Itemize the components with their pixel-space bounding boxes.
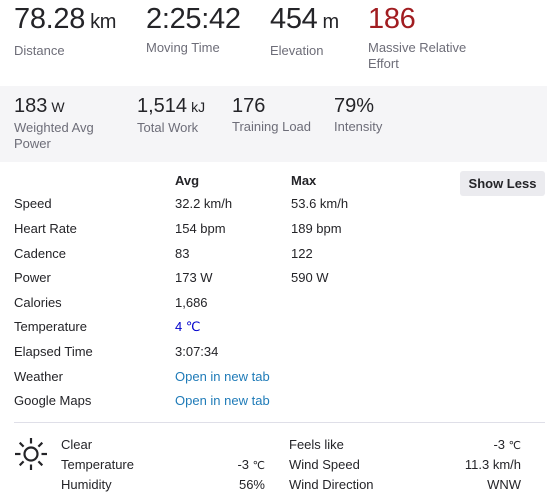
stat-training-load-value: 176 [232,95,266,117]
stat-moving-time-value: 2:25:42 [146,3,241,35]
weather-wind-direction-value: WNW [487,477,521,492]
stat-weighted-power-value: 183 [14,95,48,117]
weather-humidity-label: Humidity [61,477,112,492]
stat-relative-effort-value: 186 [368,3,416,35]
table-row-google-maps: Google Maps Open in new tab [0,392,547,416]
row-max-value: 53.6 km/h [291,196,349,211]
table-row-weather: Weather Open in new tab [0,368,547,392]
stat-elevation-value: 454 [270,3,318,35]
weather-condition: Clear [61,437,93,452]
row-label: Power [14,270,51,285]
stat-total-work: 1,514 kJ Total Work [137,94,205,136]
row-avg-value: 83 [175,246,190,261]
google-maps-open-link[interactable]: Open in new tab [175,393,270,408]
secondary-stats: 183 W Weighted Avg Power 1,514 kJ Total Wo… [0,86,547,162]
show-less-button[interactable]: Show Less [460,171,545,196]
weather-temperature-label: Temperature [61,457,134,472]
row-avg-value: 3:07:34 [175,344,219,359]
row-label: Temperature [14,319,87,334]
row-label: Cadence [14,246,67,261]
row-avg-value: 4 [175,319,183,334]
weather-humidity-value: 56% [238,477,265,492]
stat-training-load-label: Training Load [232,119,312,134]
stat-total-work-unit: kJ [191,99,206,115]
stat-weighted-avg-power: 183 W Weighted Avg Power [14,94,124,152]
primary-stats: 78.28 km Distance 2:25:42 Moving Time 454… [0,0,547,86]
stat-moving-time: 2:25:42 Moving Time [146,0,241,56]
row-avg-unit: ℃ [185,319,201,334]
row-label: Heart Rate [14,221,77,236]
stat-intensity[interactable]: 79% Intensity [334,94,382,135]
stat-relative-effort[interactable]: 186 Massive Relative Effort [368,0,498,72]
stat-intensity-value: 79% [334,95,375,117]
stat-relative-effort-label: Massive Relative Effort [368,40,467,71]
table-row-speed: Speed 32.2 km/h 53.6 km/h [0,195,547,219]
stat-distance-value: 78.28 [14,3,86,35]
stat-moving-time-label: Moving Time [146,40,220,55]
table-row-power: Power 173 W 590 W [0,269,547,293]
stat-weighted-power-unit: W [51,99,65,115]
row-max-value: 189 bpm [291,221,342,236]
stat-elevation: 454 m Elevation [270,0,339,59]
row-label: Google Maps [14,393,92,408]
table-row-temperature: Temperature 4 ℃ [0,318,547,342]
weather-wind-direction-label: Wind Direction [289,477,374,492]
sun-icon [15,438,47,470]
row-label: Weather [14,369,63,384]
stat-total-work-label: Total Work [137,120,199,135]
stat-distance-label: Distance [14,43,65,58]
row-avg-value: 173 W [175,270,213,285]
weather-feels-like-value: -3 ℃ [493,437,521,452]
stat-elevation-label: Elevation [270,43,324,58]
weather-open-link[interactable]: Open in new tab [175,369,270,384]
row-avg-value: 154 bpm [175,221,226,236]
column-header-avg: Avg [175,173,200,188]
stat-intensity-label: Intensity [334,119,383,134]
divider [14,422,545,423]
stat-distance: 78.28 km Distance [14,0,116,59]
stat-total-work-value: 1,514 [137,95,188,117]
weather-feels-like-label: Feels like [289,437,344,452]
weather-wind-speed-label: Wind Speed [289,457,360,472]
stat-elevation-unit: m [322,11,340,33]
row-avg-value: 1,686 [175,295,208,310]
table-row-heart-rate: Heart Rate 154 bpm 189 bpm [0,220,547,244]
column-header-max: Max [291,173,317,188]
row-label: Speed [14,196,52,211]
table-row-elapsed-time: Elapsed Time 3:07:34 [0,343,547,367]
table-row-cadence: Cadence 83 122 [0,245,547,269]
row-label: Elapsed Time [14,344,93,359]
row-max-value: 122 [291,246,313,261]
weather-wind-speed-value: 11.3 km/h [464,457,521,472]
stat-training-load[interactable]: 176 Training Load [232,94,311,135]
row-max-value: 590 W [291,270,329,285]
weather-temperature-value: -3 ℃ [237,457,265,472]
stat-weighted-power-label: Weighted Avg Power [14,120,94,151]
row-avg-value: 32.2 km/h [175,196,233,211]
row-label: Calories [14,295,62,310]
stat-distance-unit: km [90,11,117,33]
table-row-calories: Calories 1,686 [0,294,547,318]
